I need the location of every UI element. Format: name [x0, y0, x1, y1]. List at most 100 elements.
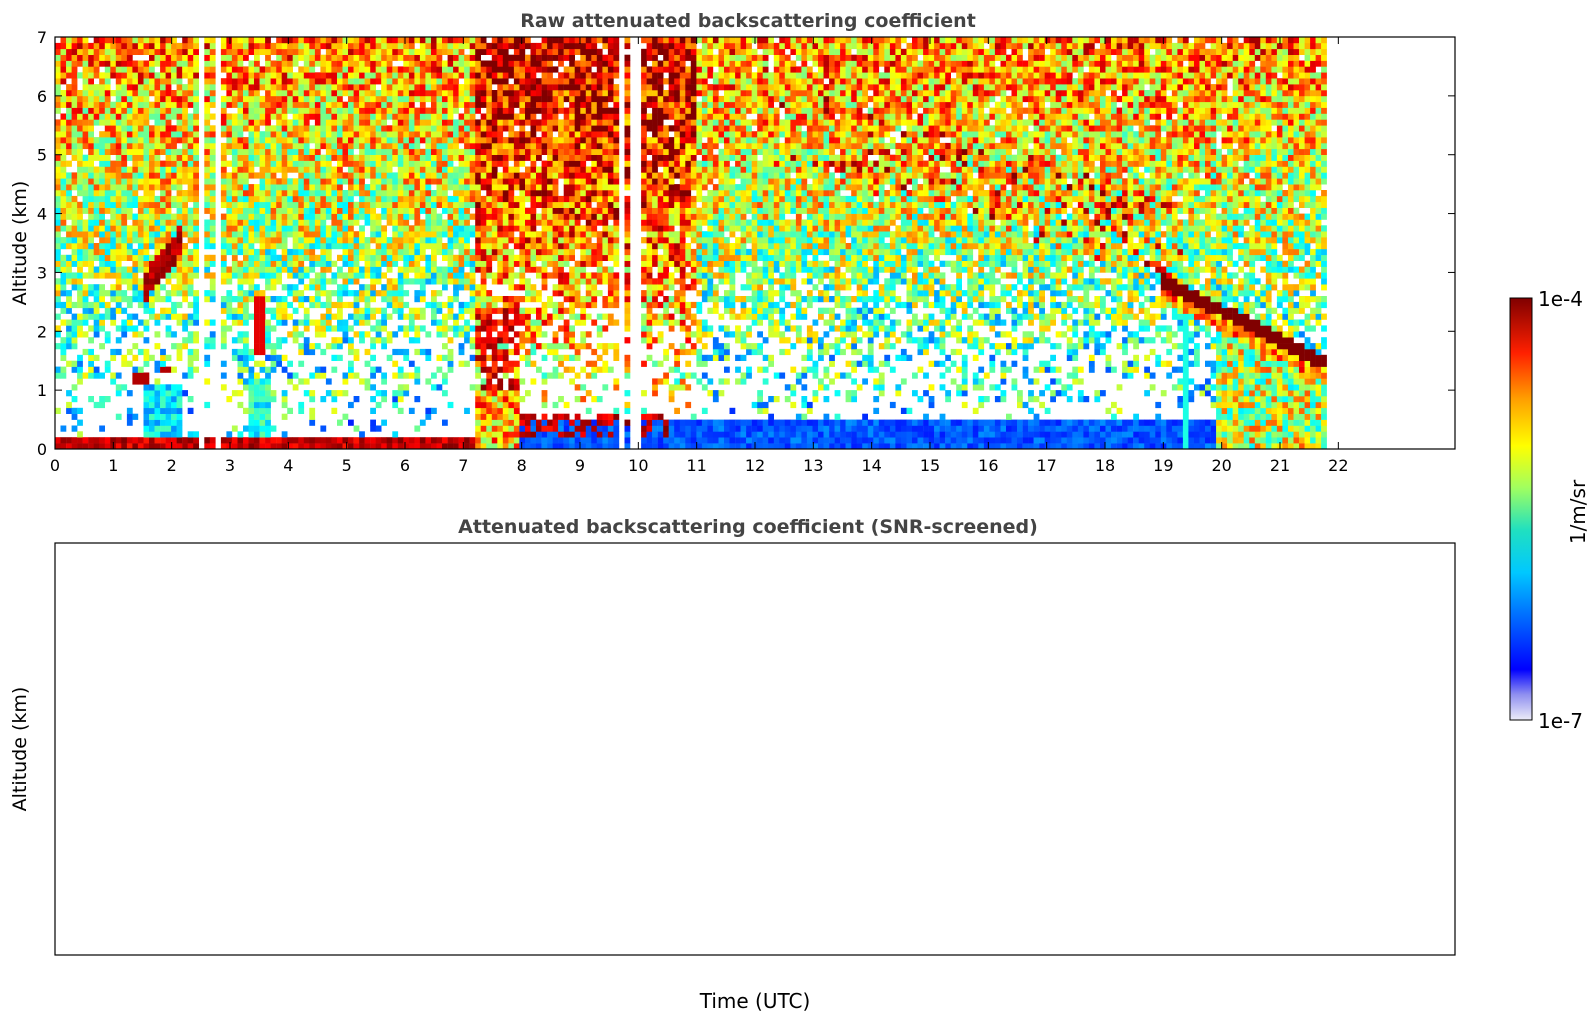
heatmap-cell — [182, 243, 188, 250]
heatmap-cell — [331, 60, 338, 67]
heatmap-cell — [419, 219, 426, 226]
heatmap-cell — [491, 296, 498, 303]
heatmap-cell — [209, 284, 216, 291]
heatmap-cell — [552, 290, 559, 297]
heatmap-cell — [303, 160, 310, 167]
heatmap-cell — [536, 431, 542, 438]
heatmap-cell — [60, 154, 67, 161]
heatmap-cell — [276, 60, 282, 67]
heatmap-cell — [259, 296, 266, 303]
heatmap-cell — [364, 84, 371, 91]
heatmap-cell — [55, 48, 61, 55]
heatmap-cell — [55, 225, 61, 232]
heatmap-cell — [276, 343, 282, 350]
heatmap-cell — [558, 372, 564, 379]
heatmap-cell — [237, 131, 244, 138]
heatmap-cell — [447, 37, 454, 44]
heatmap-cell — [447, 313, 454, 320]
heatmap-cell — [453, 78, 459, 85]
heatmap-cell — [160, 413, 166, 420]
heatmap-cell — [513, 260, 520, 267]
heatmap-cell — [171, 172, 177, 179]
heatmap-cell — [536, 266, 542, 273]
heatmap-cell — [149, 243, 155, 250]
heatmap-cell — [508, 425, 515, 432]
heatmap-cell — [220, 337, 227, 344]
heatmap-cell — [231, 307, 238, 314]
heatmap-cell — [104, 60, 111, 67]
heatmap-cell — [259, 396, 266, 403]
heatmap-cell — [480, 431, 487, 438]
heatmap-cell — [104, 125, 111, 132]
heatmap-cell — [475, 243, 481, 250]
heatmap-cell — [475, 396, 481, 403]
heatmap-cell — [281, 390, 288, 397]
heatmap-cell — [110, 48, 117, 55]
heatmap-cell — [513, 419, 520, 426]
heatmap-cell — [541, 48, 548, 55]
heatmap-cell — [292, 290, 299, 297]
heatmap-cell — [353, 278, 360, 285]
heatmap-cell — [176, 184, 183, 191]
heatmap-cell — [254, 142, 260, 150]
heatmap-cell — [77, 172, 83, 179]
heatmap-cell — [104, 201, 111, 208]
heatmap-cell — [176, 390, 183, 397]
heatmap-cell — [337, 90, 343, 97]
heatmap-cell — [458, 195, 465, 203]
heatmap-cell — [513, 90, 520, 97]
heatmap-cell — [132, 331, 139, 338]
heatmap-cell — [508, 154, 515, 161]
heatmap-cell — [182, 119, 188, 126]
heatmap-cell — [149, 195, 155, 203]
heatmap-cell — [237, 290, 244, 297]
heatmap-cell — [348, 101, 354, 108]
heatmap-cell — [60, 60, 67, 67]
heatmap-cell — [464, 125, 470, 132]
heatmap-cell — [447, 160, 454, 167]
heatmap-cell — [276, 66, 282, 73]
heatmap-cell — [287, 160, 293, 167]
heatmap-cell — [71, 360, 78, 367]
heatmap-cell — [348, 60, 354, 67]
heatmap-cell — [71, 101, 78, 108]
heatmap-cell — [55, 42, 61, 50]
heatmap-cell — [397, 54, 404, 61]
heatmap-cell — [348, 84, 354, 91]
heatmap-cell — [320, 290, 327, 297]
heatmap-cell — [132, 160, 139, 167]
heatmap-cell — [541, 95, 548, 103]
heatmap-cell — [530, 443, 537, 450]
heatmap-cell — [464, 78, 470, 85]
heatmap-cell — [104, 307, 111, 314]
heatmap-cell — [204, 113, 211, 120]
heatmap-cell — [88, 42, 94, 50]
heatmap-cell — [298, 231, 305, 238]
heatmap-cell — [182, 390, 188, 397]
heatmap-cell — [536, 254, 542, 261]
heatmap-cell — [370, 207, 376, 214]
heatmap-cell — [209, 290, 216, 297]
heatmap-cell — [475, 131, 481, 138]
heatmap-cell — [541, 72, 548, 79]
heatmap-cell — [408, 125, 415, 132]
heatmap-cell — [447, 401, 454, 409]
heatmap-cell — [337, 437, 343, 444]
heatmap-cell — [425, 113, 432, 120]
heatmap-cell — [475, 425, 481, 432]
heatmap-cell — [165, 254, 172, 261]
heatmap-cell — [237, 90, 244, 97]
heatmap-cell — [342, 142, 349, 150]
heatmap-cell — [353, 190, 360, 197]
heatmap-cell — [171, 266, 177, 273]
heatmap-cell — [77, 42, 83, 50]
heatmap-cell — [502, 90, 509, 97]
heatmap-cell — [447, 325, 454, 332]
heatmap-cell — [254, 419, 260, 426]
heatmap-cell — [237, 337, 244, 344]
heatmap-cell — [115, 272, 122, 279]
heatmap-cell — [325, 443, 332, 450]
heatmap-cell — [558, 172, 564, 179]
heatmap-cell — [237, 101, 244, 108]
heatmap-cell — [276, 360, 282, 367]
